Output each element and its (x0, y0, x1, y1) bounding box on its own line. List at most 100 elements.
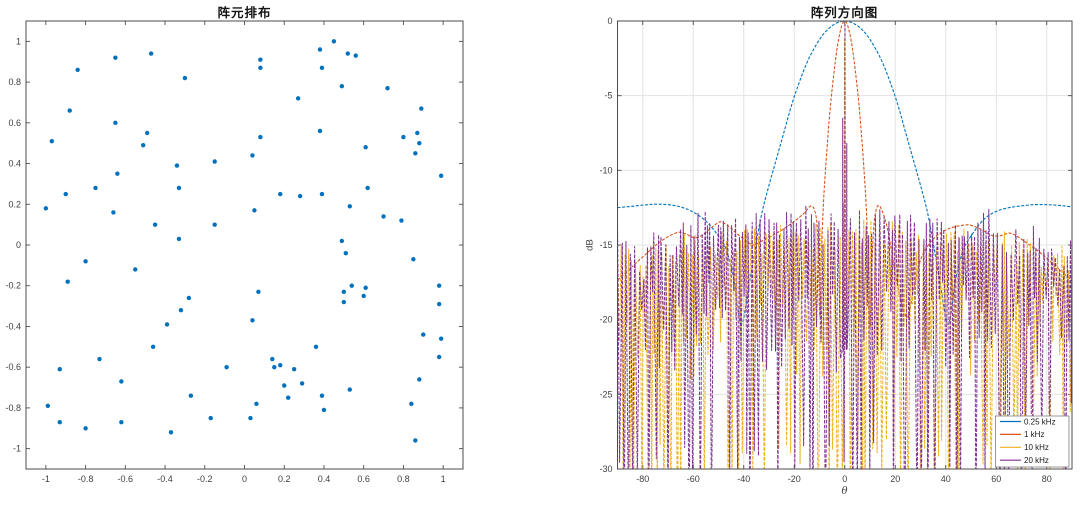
x-tick-label: -0.2 (197, 474, 213, 484)
scatter-point (417, 140, 422, 146)
scatter-point (97, 356, 102, 362)
scatter-point (317, 47, 323, 52)
left-chart-title: 阵元排布 (217, 6, 272, 20)
x-tick-label: -20 (788, 474, 801, 484)
scatter-point (401, 134, 406, 140)
y-tick-label: 0.2 (8, 199, 21, 209)
scatter-point (419, 106, 424, 111)
legend[interactable]: 0.25 kHz 1 kHz 10 kHz 20 kHz (995, 415, 1070, 468)
scatter-point (133, 267, 138, 272)
scatter-point (248, 415, 253, 421)
scatter-point (270, 356, 275, 362)
scatter-point (319, 393, 325, 398)
legend-label: 0.25 kHz (1024, 417, 1056, 426)
x-tick-label: 40 (941, 474, 951, 484)
right-chart-title: 阵列方向图 (810, 6, 879, 20)
scatter-point (65, 279, 70, 284)
y-tick-label: 0.6 (8, 118, 21, 128)
scatter-point (297, 193, 303, 199)
y-tick-label: 0.4 (8, 159, 21, 169)
scatter-point (317, 128, 323, 134)
scatter-point (319, 191, 325, 197)
scatter-point (212, 159, 217, 164)
series-1-kHz (618, 21, 1072, 328)
scatter-point (415, 130, 420, 136)
scatter-point (399, 218, 404, 223)
scatter-point (168, 430, 174, 435)
y-tick-label: -0.4 (5, 321, 21, 331)
scatter-point (45, 403, 51, 409)
scatter-point (313, 344, 319, 350)
scatter-point (341, 289, 347, 295)
scatter-point (385, 86, 390, 91)
scatter-point (57, 419, 62, 425)
scatter-point (258, 65, 263, 71)
scatter-point (148, 51, 154, 56)
scatter-point (252, 208, 257, 213)
scatter-point (83, 426, 88, 431)
scatter-point (339, 83, 345, 89)
y-tick-label: 1 (16, 36, 21, 46)
scatter-point (208, 415, 213, 421)
scatter-point (43, 206, 49, 211)
scatter-point (331, 39, 337, 44)
scatter-point (361, 293, 366, 299)
scatter-point (67, 108, 72, 113)
scatter-points (43, 39, 444, 443)
scatter-point (49, 138, 55, 144)
right-chart-ylabel: dB (584, 239, 596, 251)
scatter-point (182, 75, 188, 81)
scatter-point (258, 57, 263, 62)
scatter-point (295, 96, 301, 101)
scatter-point (272, 364, 277, 370)
y-tick-label: 0 (16, 240, 21, 250)
scatter-point (250, 318, 255, 323)
legend-label: 10 kHz (1024, 443, 1049, 452)
scatter-point (111, 210, 116, 215)
scatter-point (321, 407, 327, 413)
y-tick-label: -0.8 (5, 403, 21, 413)
x-tick-label: -40 (737, 474, 750, 484)
scatter-point (438, 336, 444, 341)
right-chart-xlabel: θ (841, 486, 848, 497)
x-tick-label: 0.2 (278, 474, 291, 484)
scatter-point (250, 153, 255, 158)
scatter-point (343, 250, 348, 256)
scatter-point (188, 393, 194, 398)
scatter-axes: -1 -0.8 -0.6 -0.4 -0.2 0 0.2 0.4 0.6 0.8 1 -1 -0.8 -0… (5, 20, 464, 484)
y-tick-label: -30 (599, 464, 612, 474)
scatter-point (278, 191, 283, 197)
scatter-point (438, 173, 444, 178)
left-plot-area[interactable] (26, 21, 463, 469)
scatter-point (282, 383, 287, 388)
legend-box (995, 415, 1070, 468)
scatter-point (353, 53, 358, 58)
scatter-point (212, 222, 217, 227)
legend-label: 1 kHz (1024, 430, 1044, 439)
scatter-point (164, 322, 170, 327)
scatter-point (299, 381, 305, 386)
y-tick-label: -25 (599, 389, 612, 399)
scatter-point (144, 130, 150, 136)
scatter-point (258, 134, 263, 140)
scatter-point (115, 171, 120, 176)
x-tick-label: 60 (991, 474, 1001, 484)
scatter-point (381, 214, 386, 219)
scatter-point (347, 387, 352, 392)
scatter-point (421, 332, 426, 337)
scatter-point (413, 151, 418, 156)
scatter-point (57, 367, 62, 372)
scatter-point (152, 222, 158, 227)
scatter-point (141, 143, 146, 148)
series-20-kHz (618, 24, 1072, 469)
scatter-point (278, 362, 283, 368)
scatter-point (363, 145, 368, 150)
x-tick-label: 0 (842, 474, 847, 484)
scatter-point (113, 55, 118, 60)
x-tick-label: -80 (636, 474, 649, 484)
x-tick-label: 1 (441, 474, 446, 484)
series-10-kHz (618, 38, 1072, 469)
x-tick-label: -0.4 (157, 474, 173, 484)
